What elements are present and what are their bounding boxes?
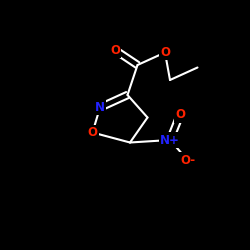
Text: O: O bbox=[88, 126, 98, 139]
Text: O: O bbox=[175, 108, 185, 122]
Text: O-: O- bbox=[180, 154, 195, 166]
Text: N: N bbox=[95, 101, 105, 114]
Text: O: O bbox=[110, 44, 120, 57]
Text: O: O bbox=[160, 46, 170, 59]
Text: N+: N+ bbox=[160, 134, 180, 146]
